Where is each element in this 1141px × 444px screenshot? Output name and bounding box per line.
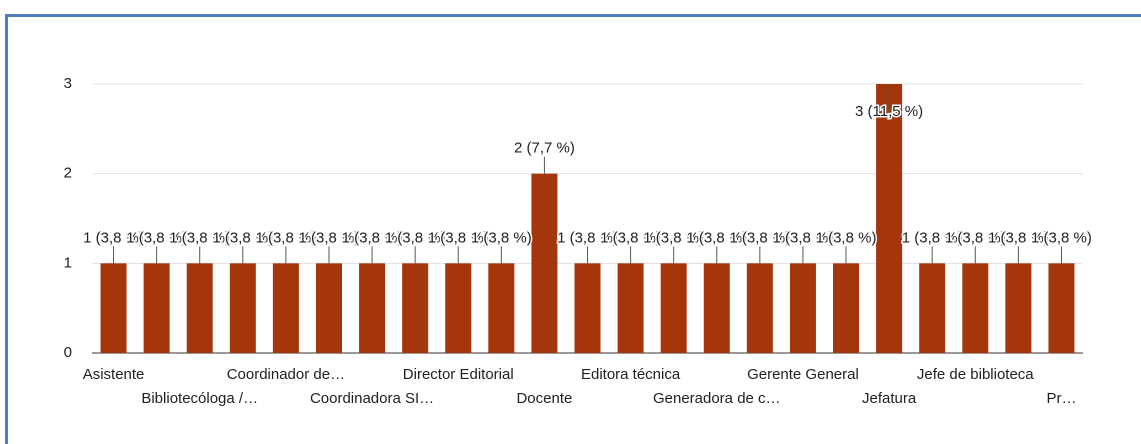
data-label: 1 (3,8 %) (686, 229, 747, 246)
y-tick-label: 1 (64, 254, 72, 271)
data-label: 2 (7,7 %) (514, 140, 575, 157)
data-label: 1 (3,8 %) (169, 229, 230, 246)
data-label: 1 (3,8 %) (471, 229, 532, 246)
data-label: 1 (3,8 %) (945, 229, 1006, 246)
bar (1005, 263, 1032, 353)
bar (402, 263, 429, 353)
data-label: 1 (3,8 %) (255, 229, 316, 246)
data-label: 1 (3,8 %) (988, 229, 1049, 246)
x-tick-label: Jefe de biblioteca (917, 366, 1034, 383)
bar (445, 263, 472, 353)
data-label: 1 (3,8 %) (126, 229, 187, 246)
data-label: 1 (3,8 %) (299, 229, 360, 246)
x-tick-label: Editora técnica (581, 366, 681, 383)
data-label: 1 (3,8 %) (385, 229, 446, 246)
data-label: 1 (3,8 %) (729, 229, 790, 246)
bar (962, 263, 989, 353)
x-tick-label: Bibliotecóloga /… (141, 390, 258, 407)
bar (703, 263, 730, 353)
bar (789, 263, 816, 353)
data-label: 1 (3,8 %) (902, 229, 963, 246)
x-tick-label: Pr… (1046, 390, 1076, 407)
bar (1048, 263, 1075, 353)
data-label: 1 (3,8 %) (643, 229, 704, 246)
bar (100, 263, 127, 353)
x-tick-label: Coordinadora SI… (310, 390, 434, 407)
data-label: 1 (3,8 %) (342, 229, 403, 246)
bar (574, 263, 601, 353)
bar (531, 173, 558, 353)
bar (746, 263, 773, 353)
bar (315, 263, 342, 353)
bar (229, 263, 256, 353)
data-label: 1 (3,8 %) (773, 229, 834, 246)
y-tick-label: 0 (64, 344, 72, 361)
bar (833, 263, 860, 353)
bar (186, 263, 213, 353)
chart-frame (5, 14, 1141, 444)
bar (876, 84, 903, 353)
data-label: 1 (3,8 %) (816, 229, 877, 246)
x-tick-label: Gerente General (747, 366, 859, 383)
x-tick-label: Generadora de c… (653, 390, 781, 407)
bar (272, 263, 299, 353)
x-tick-label: Asistente (83, 366, 145, 383)
data-label: 1 (3,8 %) (600, 229, 661, 246)
bar (617, 263, 644, 353)
x-tick-label: Coordinador de… (227, 366, 345, 383)
data-label: 1 (3,8 %) (557, 229, 618, 246)
x-tick-label: Director Editorial (403, 366, 514, 383)
data-label: 1 (3,8 %) (212, 229, 273, 246)
data-label: 3 (11,5 %) (855, 103, 923, 120)
x-tick-label: Docente (516, 390, 572, 407)
data-label: 1 (3,8 %) (428, 229, 489, 246)
y-tick-label: 2 (64, 165, 72, 182)
data-label: 1 (3,8 %) (83, 229, 144, 246)
bar (143, 263, 170, 353)
bar (359, 263, 386, 353)
bar (919, 263, 946, 353)
bar (660, 263, 687, 353)
bar (488, 263, 515, 353)
x-tick-label: Jefatura (862, 390, 917, 407)
data-label: 1 (3,8 %) (1031, 229, 1092, 246)
y-tick-label: 3 (64, 75, 72, 92)
